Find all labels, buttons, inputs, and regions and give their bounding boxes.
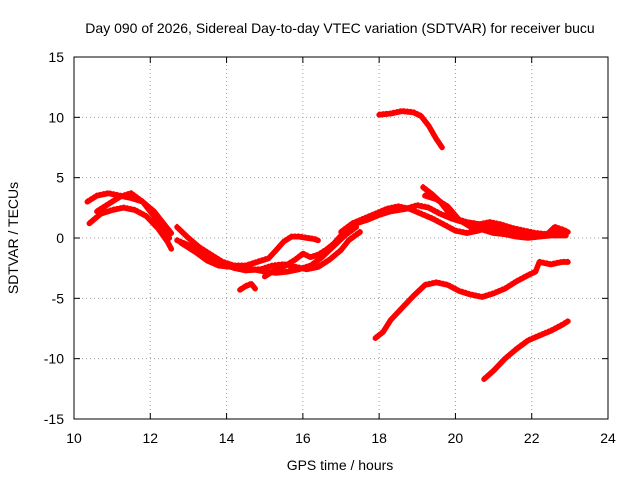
x-tick-label: 12 xyxy=(142,430,158,446)
series-hatch-sat-k xyxy=(423,192,568,238)
y-tick-label: 10 xyxy=(48,109,64,125)
y-tick-label: 0 xyxy=(56,230,64,246)
series-hatch-sat-e xyxy=(175,228,362,270)
x-tick-label: 16 xyxy=(295,430,311,446)
x-tick-label: 20 xyxy=(448,430,464,446)
x-tick-label: 18 xyxy=(371,430,387,446)
series-line-sat-d xyxy=(174,224,321,269)
axis-ticks: 10 12 14 16 18 20 22 24 15 10 5 0 -5 -10 -15 xyxy=(44,49,616,446)
y-tick-label: -5 xyxy=(52,290,65,306)
x-tick-label: 22 xyxy=(524,430,540,446)
series-hatch-sat-d xyxy=(175,223,320,266)
series-line-sat-e xyxy=(174,229,363,274)
series-line-sat-n xyxy=(481,318,571,382)
series-hatch-sat-l xyxy=(377,108,444,147)
y-tick-label: -15 xyxy=(44,411,64,427)
x-tick-label: 24 xyxy=(600,430,616,446)
series-hatch-sat-m xyxy=(374,258,570,338)
series-hatch-sat-b xyxy=(88,204,173,249)
data-series xyxy=(84,108,571,382)
series-line-sat-m xyxy=(372,259,571,341)
y-tick-label: -10 xyxy=(44,351,64,367)
series-hatch-sat-g xyxy=(238,280,257,290)
series-line-sat-a xyxy=(84,190,175,236)
x-axis-label: GPS time / hours xyxy=(287,457,394,473)
series-line-sat-k xyxy=(422,193,569,241)
y-axis-label: SDTVAR / TECUs xyxy=(5,182,21,294)
chart-title: Day 090 of 2026, Sidereal Day-to-day VTE… xyxy=(85,20,594,36)
x-tick-label: 14 xyxy=(219,430,235,446)
y-tick-label: 5 xyxy=(56,170,64,186)
series-hatch-sat-c xyxy=(95,190,171,238)
y-tick-label: 15 xyxy=(48,49,64,65)
series-line-sat-c xyxy=(94,190,173,241)
x-tick-label: 10 xyxy=(66,430,82,446)
series-hatch-sat-n xyxy=(482,318,570,379)
